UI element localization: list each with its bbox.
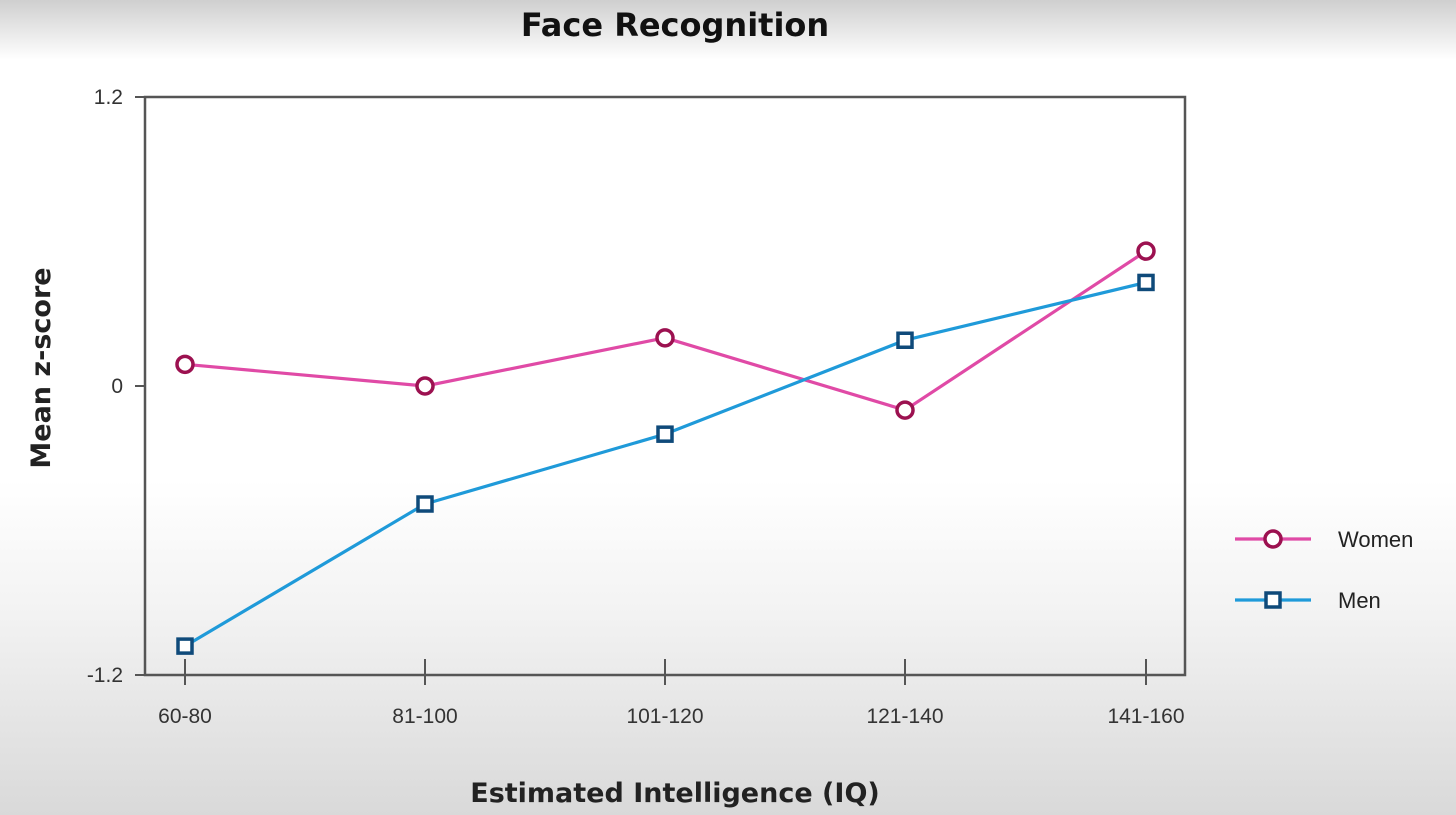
series-layer	[175, 241, 1156, 655]
plot-area-frame	[143, 95, 1187, 677]
y-axis-title: Mean z-score	[26, 267, 57, 468]
data-point-women	[655, 328, 675, 348]
x-tick-label: 81-100	[392, 705, 457, 728]
x-axis-ticks: 60-80 81-100 101-120 121-140 141-160	[158, 659, 1185, 728]
data-point-women	[415, 376, 435, 396]
x-axis-title: Estimated Intelligence (IQ)	[470, 778, 879, 809]
chart-legend: Women Men	[1235, 527, 1413, 613]
legend-marker-men	[1264, 591, 1282, 609]
x-tick-label: 141-160	[1107, 705, 1184, 728]
data-point-men	[656, 425, 674, 443]
data-point-men	[1137, 273, 1155, 292]
y-tick-label: -1.2	[87, 664, 123, 687]
y-tick-label: 1.2	[94, 86, 123, 109]
data-point-men	[416, 495, 434, 513]
chart-title: Face Recognition	[521, 6, 829, 44]
x-tick-label: 121-140	[866, 705, 943, 728]
data-point-women	[175, 354, 195, 375]
y-tick-label: 0	[111, 375, 123, 398]
data-point-men	[896, 331, 914, 349]
data-point-women	[1136, 241, 1156, 261]
y-axis-ticks: 1.2 0 -1.2	[87, 86, 145, 687]
data-point-men	[176, 637, 194, 655]
legend-marker-women	[1263, 529, 1283, 549]
legend-label-men: Men	[1338, 588, 1381, 613]
legend-label-women: Women	[1338, 527, 1413, 552]
x-tick-label: 101-120	[626, 705, 703, 728]
x-tick-label: 60-80	[158, 705, 212, 728]
data-point-women	[895, 400, 915, 420]
